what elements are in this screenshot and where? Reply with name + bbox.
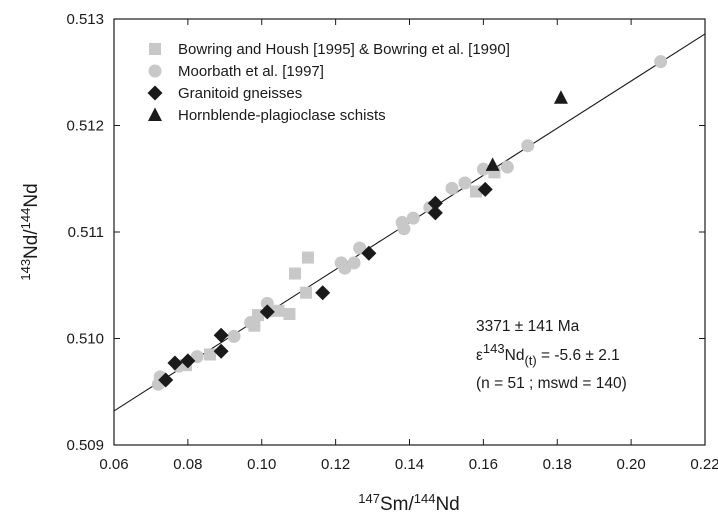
- x-tick-label: 0.12: [321, 456, 350, 473]
- circle-point: [521, 139, 535, 153]
- x-tick-label: 0.20: [617, 456, 646, 473]
- x-tick-label: 0.22: [690, 456, 718, 473]
- triangle-point: [553, 90, 568, 104]
- annotation-age: 3371 ± 141 Ma: [476, 318, 580, 335]
- diamond-point: [259, 304, 275, 320]
- x-tick-label: 0.10: [247, 456, 276, 473]
- square-point: [272, 304, 285, 317]
- annotation-stats: (n = 51 ; mswd = 140): [476, 375, 627, 392]
- diamond-point: [180, 353, 196, 369]
- square-point: [301, 251, 314, 264]
- y-tick-label: 0.510: [66, 331, 104, 348]
- circle-point: [353, 241, 367, 255]
- legend-circle-marker: [148, 64, 162, 78]
- circle-point: [445, 181, 459, 195]
- diamond-point: [361, 245, 377, 261]
- diamond-point: [158, 372, 174, 388]
- x-tick-label: 0.18: [543, 456, 572, 473]
- data-points: [151, 55, 668, 391]
- y-tick-label: 0.512: [66, 118, 104, 135]
- legend-triangle-marker: [148, 107, 162, 121]
- y-tick-label: 0.511: [68, 224, 104, 241]
- diamond-point: [427, 195, 443, 211]
- circle-point: [476, 162, 490, 176]
- x-axis-title: 147Sm/144Nd: [358, 491, 459, 515]
- x-tick-label: 0.16: [469, 456, 498, 473]
- legend-label: Moorbath et al. [1997]: [178, 63, 324, 80]
- triangle-point: [485, 157, 500, 171]
- diamond-point: [477, 181, 493, 197]
- circle-point: [347, 256, 361, 270]
- diamond-point: [427, 205, 443, 221]
- circle-point: [406, 211, 420, 225]
- y-tick-label: 0.509: [66, 437, 104, 454]
- y-tick-label: 0.513: [66, 11, 104, 28]
- square-point: [300, 286, 313, 299]
- circle-point: [397, 222, 411, 236]
- square-point: [204, 348, 217, 361]
- diamond-point: [213, 327, 229, 343]
- annotation-epsilon: ε143Nd(t) = -5.6 ± 2.1: [476, 341, 620, 368]
- diamond-point: [315, 285, 331, 301]
- x-tick-label: 0.06: [99, 456, 128, 473]
- x-tick-label: 0.08: [173, 456, 202, 473]
- circle-point: [458, 176, 472, 190]
- circle-point: [500, 160, 514, 174]
- legend-square-marker: [149, 43, 161, 55]
- legend: Bowring and Housh [1995] & Bowring et al…: [147, 41, 510, 124]
- legend-label: Hornblende-plagioclase schists: [178, 107, 386, 124]
- y-axis-title: 143Nd/144Nd: [18, 183, 42, 280]
- x-tick-label: 0.14: [395, 456, 424, 473]
- diamond-point: [167, 355, 183, 371]
- square-point: [248, 319, 261, 332]
- square-point: [283, 308, 296, 321]
- legend-label: Granitoid gneisses: [178, 85, 302, 102]
- axis-ticks: 0.06 0.08 0.10 0.12 0.14 0.16 0.18 0.20 0.22 0.50…: [66, 11, 718, 473]
- circle-point: [654, 55, 668, 69]
- legend-label: Bowring and Housh [1995] & Bowring et al…: [178, 41, 510, 58]
- circle-point: [227, 329, 241, 343]
- diamond-point: [213, 343, 229, 359]
- legend-diamond-marker: [147, 85, 163, 101]
- square-point: [288, 267, 301, 280]
